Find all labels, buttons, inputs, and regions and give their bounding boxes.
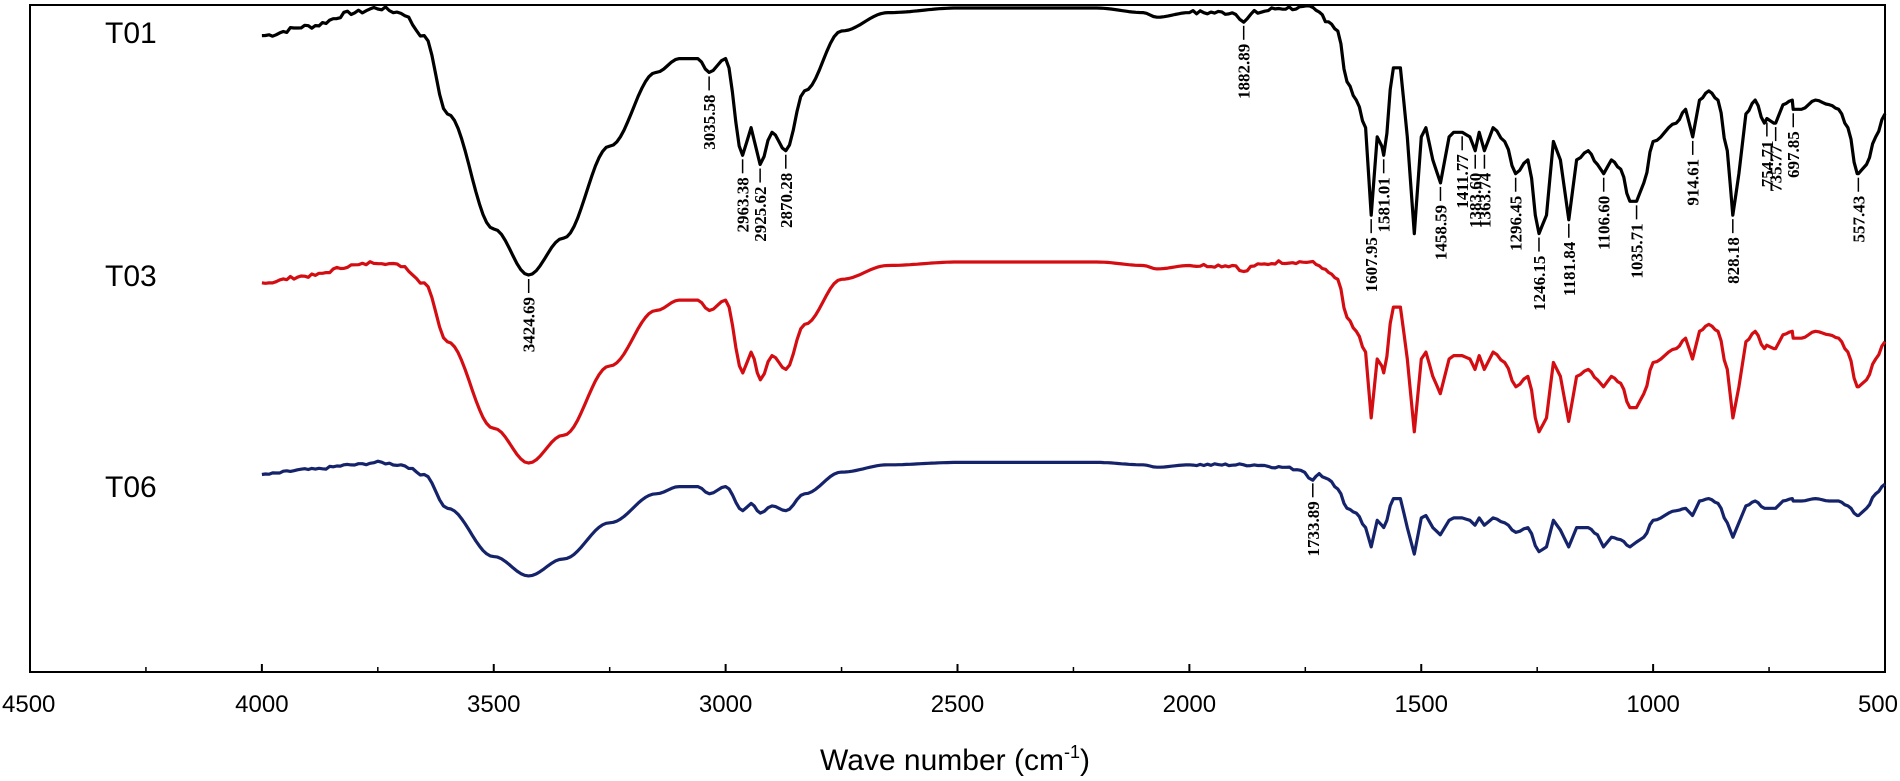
x-tick-label: 3000	[699, 691, 752, 718]
peak-label: 3035.58	[700, 94, 719, 149]
x-axis: 4500 4000 3500 3000 2500 2000 1500 1000 500	[2, 664, 1898, 718]
peak-label: 1733.89	[1304, 501, 1323, 556]
x-tick-label: 4000	[235, 691, 288, 718]
peak-label: 1458.59	[1431, 205, 1450, 260]
plot-frame	[29, 4, 1886, 673]
peak-label: 1411.77	[1453, 154, 1472, 209]
x-axis-label: Wave number (cm-1)	[820, 742, 1090, 777]
peak-label: 1383.60	[1466, 173, 1485, 228]
peak-label: 1363.74	[1475, 172, 1494, 228]
peak-label: 1035.71	[1628, 223, 1647, 278]
series-label-t01: T01	[105, 17, 157, 50]
peak-label: 557.43	[1849, 196, 1868, 243]
x-tick-label: 2500	[931, 691, 984, 718]
peak-label: 1607.95	[1362, 237, 1381, 292]
peak-label: 1882.89	[1235, 44, 1254, 99]
peak-label: 735.77	[1767, 145, 1786, 192]
x-axis-label-superscript: -1	[1064, 742, 1080, 762]
peak-label: 754.71	[1758, 140, 1777, 187]
series-label-t03: T03	[105, 260, 157, 293]
x-tick-label: 2000	[1163, 691, 1216, 718]
series-line-t06	[261, 459, 1887, 578]
peak-label: 1181.84	[1560, 241, 1579, 296]
series-layer	[261, 4, 1887, 578]
peak-label: 3424.69	[520, 297, 539, 352]
x-tick-label: 4500	[2, 691, 55, 718]
peak-label: 697.85	[1784, 131, 1803, 178]
peak-label: 2870.28	[777, 173, 796, 228]
peak-label: 914.61	[1684, 159, 1703, 206]
plot-border	[29, 4, 1886, 673]
x-tick-label: 500	[1858, 691, 1898, 718]
peak-label: 828.18	[1724, 237, 1743, 284]
peak-label: 2925.62	[751, 187, 770, 242]
x-axis-label-main: Wave number (cm	[820, 744, 1064, 777]
peak-label: 1106.60	[1595, 196, 1614, 250]
peak-label: 2963.38	[734, 177, 753, 232]
peak-label: 1246.15	[1530, 256, 1549, 311]
series-line-t03	[261, 259, 1887, 465]
x-tick-label: 1000	[1626, 691, 1679, 718]
x-tick-label: 1500	[1395, 691, 1448, 718]
series-line-t01	[261, 4, 1887, 277]
x-axis-label-close: )	[1080, 744, 1090, 777]
peak-label: 1296.45	[1507, 196, 1526, 251]
peak-label: 1581.01	[1375, 177, 1394, 232]
series-labels: T01 T03 T06	[105, 17, 157, 504]
x-tick-label: 3500	[467, 691, 520, 718]
series-label-t06: T06	[105, 471, 157, 504]
